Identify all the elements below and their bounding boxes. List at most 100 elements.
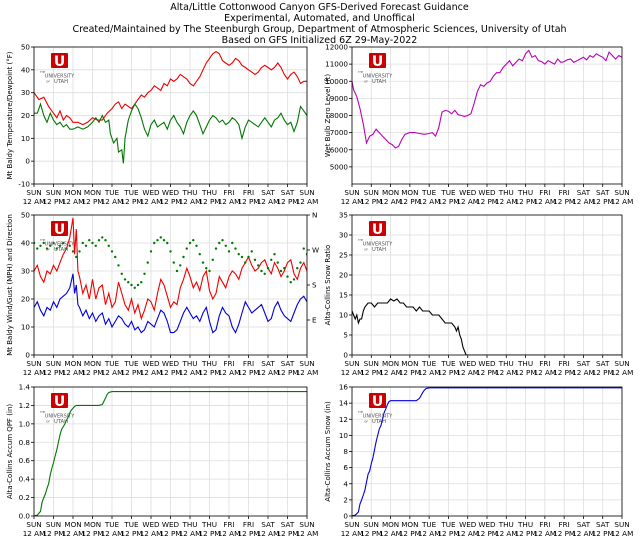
y-tick-label: 20 xyxy=(339,271,349,280)
title-line-3: Created/Maintained by The Steenburgh Gro… xyxy=(72,24,567,35)
direction-point xyxy=(65,247,68,250)
y-tick-label: 6000 xyxy=(330,145,349,154)
direction-point xyxy=(296,267,299,270)
x-tick-label-time: 12 PM xyxy=(515,197,537,206)
x-tick-label-time: 12 AM xyxy=(140,197,163,206)
x-tick-label-time: 12 AM xyxy=(23,368,46,377)
x-tick-label-time: 12 AM xyxy=(341,368,364,377)
direction-point xyxy=(240,255,244,259)
logo-state: UTAH xyxy=(372,79,386,85)
y-tick-label: 0 xyxy=(25,351,30,360)
x-tick-label-day: SUN xyxy=(344,188,359,197)
x-tick-label-day: WED xyxy=(162,188,180,197)
x-tick-label-day: SUN xyxy=(26,520,41,529)
series-direction xyxy=(34,236,307,289)
x-tick-label-day: WED xyxy=(162,520,180,529)
y-tick-label: 2 xyxy=(343,495,348,504)
x-tick-label-day: MON xyxy=(382,188,399,197)
x-tick-label-day: SAT xyxy=(596,359,610,368)
x-tick-label-time: 12 PM xyxy=(437,529,459,538)
x-tick-label-time: 12 AM xyxy=(296,197,319,206)
x-tick-label-time: 12 PM xyxy=(360,529,382,538)
x-tick-label-time: 12 PM xyxy=(515,529,537,538)
y-tick-label: 30 xyxy=(21,88,31,97)
x-tick-label-day: THU xyxy=(498,520,514,529)
direction-point xyxy=(276,261,279,264)
x-tick-label-time: 12 AM xyxy=(140,529,163,538)
direction-point xyxy=(104,239,107,242)
x-tick-label-time: 12 PM xyxy=(43,529,65,538)
y-tick-label: 0.6 xyxy=(19,456,31,465)
y-tick-label: 0 xyxy=(25,157,30,166)
direction-point xyxy=(42,241,45,245)
x-tick-label-day: FRI xyxy=(559,188,570,197)
direction-point xyxy=(286,275,289,278)
logo-of: OF xyxy=(46,248,50,252)
direction-point xyxy=(250,250,253,253)
x-tick-label-time: 12 PM xyxy=(592,368,614,377)
y-tick-label: 0.4 xyxy=(19,475,31,484)
x-tick-label-time: 12 AM xyxy=(62,197,85,206)
y-tick-label: 30 xyxy=(21,267,31,276)
x-tick-label-time: 12 PM xyxy=(82,368,104,377)
direction-point xyxy=(198,253,201,256)
direction-point xyxy=(101,236,104,239)
direction-point xyxy=(283,267,286,270)
y-tick-label: 25 xyxy=(339,251,348,260)
logo-state: UTAH xyxy=(372,247,386,253)
direction-point xyxy=(78,250,81,253)
x-tick-label-day: FRI xyxy=(223,188,234,197)
direction-point xyxy=(205,267,208,270)
direction-point xyxy=(188,241,192,245)
x-tick-label-day: SAT xyxy=(596,520,610,529)
x-tick-label-time: 12 PM xyxy=(476,197,498,206)
x-tick-label-day: FRI xyxy=(539,520,550,529)
direction-tick-label: S xyxy=(312,281,317,290)
x-tick-label-time: 12 AM xyxy=(534,368,557,377)
x-tick-label-time: 12 PM xyxy=(238,529,260,538)
x-tick-label-time: 12 PM xyxy=(437,197,459,206)
x-tick-label-day: TUE xyxy=(123,520,139,529)
x-tick-label-day: THU xyxy=(181,188,197,197)
plot-frame xyxy=(33,386,308,517)
logo-state: UTAH xyxy=(54,419,68,425)
plot-frame xyxy=(33,214,308,356)
x-tick-label-day: SUN xyxy=(344,359,359,368)
direction-point xyxy=(218,241,221,245)
y-axis-label: Alta-Collins Accum QPF (in) xyxy=(6,404,14,500)
x-tick-label-day: SUN xyxy=(46,359,61,368)
direction-point xyxy=(214,247,218,250)
x-tick-label-day: TUE xyxy=(440,188,456,197)
plot-frame xyxy=(351,46,623,185)
x-tick-label-day: SUN xyxy=(364,520,379,529)
direction-point xyxy=(221,239,224,242)
x-tick-label-day: SUN xyxy=(46,188,61,197)
x-tick-label-day: TUE xyxy=(421,520,437,529)
y-axis-label: Mt Baldy Temperature/Dewpoint (°F) xyxy=(6,51,14,179)
x-tick-label-time: 12 AM xyxy=(218,368,241,377)
direction-point xyxy=(211,258,214,261)
x-tick-label-time: 12 AM xyxy=(495,529,518,538)
direction-point xyxy=(162,239,166,242)
y-tick-label: 30 xyxy=(339,231,349,240)
x-tick-label-day: WED xyxy=(459,520,477,529)
x-tick-label-time: 12 PM xyxy=(121,529,143,538)
y-axis-label: Alta-Collins Snow Ratio xyxy=(324,245,332,326)
direction-point xyxy=(263,272,266,275)
logo-the: THE xyxy=(40,410,46,414)
x-tick-label-time: 12 PM xyxy=(476,368,498,377)
logo-state: UTAH xyxy=(372,419,386,425)
x-tick-label-day: FRI xyxy=(223,520,234,529)
y-tick-label: 0.8 xyxy=(19,438,31,447)
x-tick-label-time: 12 PM xyxy=(399,368,421,377)
x-tick-label-time: 12 PM xyxy=(360,368,382,377)
direction-point xyxy=(62,241,65,245)
series-gust-line xyxy=(34,217,307,321)
x-tick-label-day: TUE xyxy=(421,188,437,197)
x-tick-label-time: 12 AM xyxy=(456,197,479,206)
x-tick-label-time: 12 PM xyxy=(238,197,260,206)
x-tick-label-time: 12 AM xyxy=(101,368,124,377)
x-tick-label-day: TUE xyxy=(421,359,437,368)
